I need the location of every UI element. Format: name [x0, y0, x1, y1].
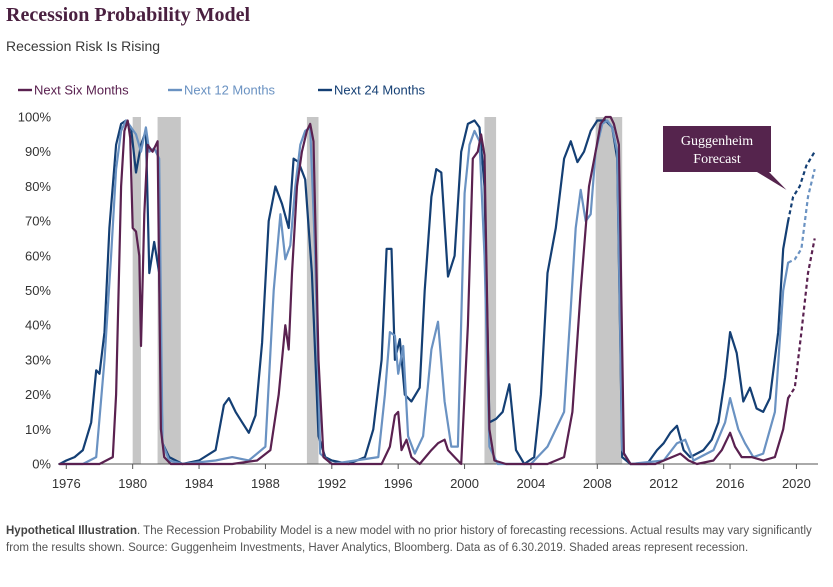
- forecast-line-0: [787, 238, 816, 399]
- callout-text-line2: Forecast: [693, 152, 741, 167]
- x-tick-label: 2008: [583, 476, 612, 491]
- y-tick-label: 80%: [25, 179, 51, 194]
- legend-label-0: Next Six Months: [34, 83, 129, 98]
- y-tick-label: 50%: [25, 283, 51, 298]
- forecast-line-2: [787, 151, 816, 222]
- recession-band-1: [157, 117, 181, 464]
- forecast-line-1: [787, 168, 816, 264]
- series-line-2: [58, 119, 790, 466]
- recession-band-3: [484, 117, 497, 464]
- series-line-0: [58, 115, 790, 466]
- forecast-callout: Guggenheim Forecast: [663, 126, 787, 190]
- legend-label-1: Next 12 Months: [184, 83, 276, 98]
- series-lines: [58, 115, 790, 466]
- y-tick-label: 70%: [25, 214, 51, 229]
- y-tick-label: 0%: [32, 457, 51, 472]
- x-tick-label: 2004: [516, 476, 545, 491]
- callout-box: [663, 126, 771, 172]
- y-tick-label: 20%: [25, 387, 51, 402]
- x-tick-label: 1992: [317, 476, 346, 491]
- recession-shading: [132, 117, 623, 464]
- x-tick-label: 1996: [384, 476, 413, 491]
- footnote: Hypothetical Illustration. The Recession…: [6, 523, 826, 557]
- legend-label-2: Next 24 Months: [334, 83, 426, 98]
- y-tick-label: 40%: [25, 318, 51, 333]
- recession-band-0: [132, 117, 141, 464]
- chart-subtitle: Recession Risk Is Rising: [6, 38, 161, 54]
- y-tick-label: 60%: [25, 248, 51, 263]
- y-tick-label: 30%: [25, 352, 51, 367]
- axes: 0% 10% 20% 30% 40% 50% 60% 70% 80% 90% 100% 1976 198…: [18, 110, 818, 491]
- footnote-text: . The Recession Probability Model is a n…: [6, 525, 812, 554]
- x-tick-label: 1984: [185, 476, 214, 491]
- x-tick-label: 1976: [52, 476, 81, 491]
- x-tick-label: 2000: [450, 476, 479, 491]
- x-tick-label: 1988: [251, 476, 280, 491]
- x-tick-label: 2020: [782, 476, 811, 491]
- footnote-lead: Hypothetical Illustration: [6, 525, 137, 537]
- x-tick-label: 2016: [716, 476, 745, 491]
- x-tick-label: 1980: [118, 476, 147, 491]
- callout-pointer: [757, 172, 787, 190]
- y-tick-label: 100%: [18, 110, 52, 125]
- chart-title: Recession Probability Model: [6, 4, 251, 26]
- y-tick-label: 10%: [25, 422, 51, 437]
- x-tick-label: 2012: [649, 476, 678, 491]
- callout-text-line1: Guggenheim: [681, 134, 753, 149]
- y-tick-label: 90%: [25, 144, 51, 159]
- forecast-lines: [787, 151, 816, 399]
- legend: Next Six Months Next 12 Months Next 24 Mon…: [18, 83, 426, 98]
